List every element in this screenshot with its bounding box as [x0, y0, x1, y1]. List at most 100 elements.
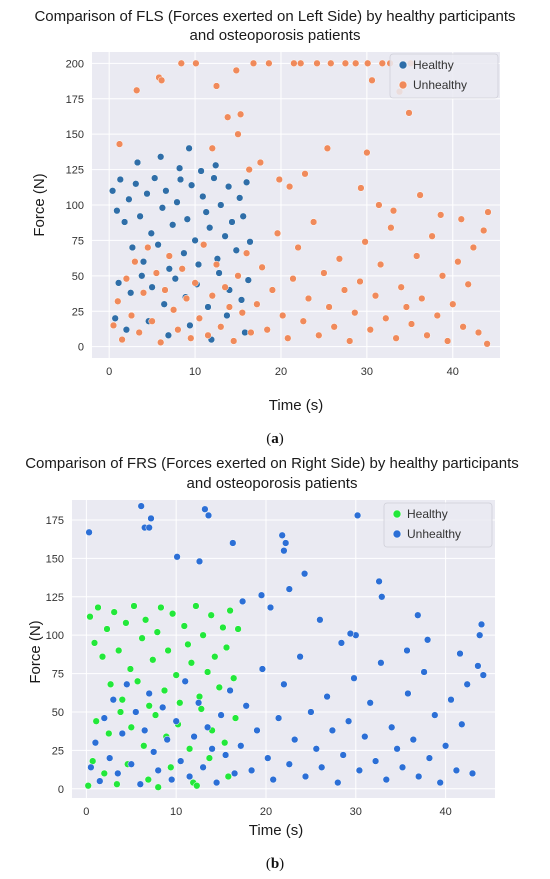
point-unhealthy — [157, 76, 166, 84]
point-unhealthy — [315, 331, 323, 339]
point-unhealthy — [449, 300, 457, 308]
point-unhealthy — [258, 263, 266, 271]
point-unhealthy — [87, 763, 95, 771]
point-healthy — [207, 611, 215, 619]
point-unhealthy — [323, 144, 332, 152]
point-unhealthy — [269, 775, 277, 784]
point-unhealthy — [404, 689, 412, 698]
point-healthy — [215, 683, 223, 692]
point-unhealthy — [474, 328, 483, 337]
x-tick-label: 20 — [260, 806, 272, 818]
point-unhealthy — [141, 726, 149, 735]
point-unhealthy — [335, 255, 344, 263]
point-unhealthy — [382, 775, 390, 784]
point-unhealthy — [469, 243, 478, 252]
point-healthy — [186, 321, 194, 330]
point-healthy — [242, 178, 251, 186]
point-unhealthy — [127, 760, 135, 768]
point-unhealthy — [297, 59, 305, 67]
point-unhealthy — [371, 757, 380, 765]
point-unhealthy — [253, 726, 261, 735]
point-unhealthy — [249, 59, 258, 67]
point-unhealthy — [278, 531, 286, 539]
point-healthy — [237, 296, 246, 304]
chart-b-legend-marker-healthy — [392, 509, 402, 519]
point-unhealthy — [131, 258, 139, 266]
point-healthy — [116, 708, 125, 716]
x-tick-label: 10 — [189, 366, 201, 378]
point-unhealthy — [91, 739, 100, 747]
point-unhealthy — [484, 208, 492, 216]
point-healthy — [176, 175, 185, 184]
point-unhealthy — [375, 577, 383, 586]
point-unhealthy — [238, 309, 246, 317]
point-unhealthy — [289, 275, 297, 283]
point-unhealthy — [323, 692, 331, 701]
point-healthy — [154, 783, 162, 791]
point-unhealthy — [353, 511, 362, 520]
point-healthy — [223, 311, 231, 320]
point-unhealthy — [407, 320, 416, 328]
point-healthy — [175, 164, 184, 172]
point-unhealthy — [476, 631, 484, 639]
point-unhealthy — [234, 272, 242, 280]
point-healthy — [230, 674, 238, 682]
point-healthy — [151, 174, 159, 182]
point-unhealthy — [438, 272, 447, 280]
point-unhealthy — [307, 708, 315, 716]
point-healthy — [126, 665, 135, 673]
point-healthy — [219, 623, 227, 632]
point-unhealthy — [414, 611, 422, 619]
point-unhealthy — [325, 303, 333, 311]
point-unhealthy — [118, 335, 126, 344]
x-tick-label: 30 — [350, 806, 362, 818]
point-unhealthy — [425, 754, 434, 762]
point-unhealthy — [133, 86, 141, 94]
point-unhealthy — [282, 539, 290, 547]
point-unhealthy — [330, 323, 338, 331]
point-unhealthy — [135, 328, 143, 337]
point-healthy — [176, 699, 184, 707]
point-healthy — [185, 144, 193, 152]
point-unhealthy — [415, 772, 423, 781]
point-unhealthy — [114, 297, 122, 305]
point-unhealthy — [238, 597, 247, 606]
point-unhealthy — [247, 328, 255, 337]
point-unhealthy — [327, 59, 335, 67]
chart-b-legend-label-unhealthy: Unhealthy — [407, 527, 461, 541]
point-unhealthy — [132, 708, 140, 716]
x-tick-label: 0 — [83, 806, 89, 818]
point-healthy — [197, 167, 205, 175]
point-unhealthy — [265, 59, 273, 67]
point-unhealthy — [339, 751, 347, 759]
y-tick-label: 125 — [46, 592, 64, 604]
chart-b-ticks: 0 10 20 30 40 0 25 50 75 100 125 150 175 — [46, 515, 452, 818]
x-tick-label: 30 — [361, 366, 373, 378]
point-healthy — [114, 279, 123, 287]
point-healthy — [228, 218, 236, 226]
point-unhealthy — [258, 665, 267, 673]
point-unhealthy — [463, 680, 471, 688]
point-healthy — [167, 763, 175, 771]
chart-b-x-axis-label: Time (s) — [249, 822, 303, 839]
point-unhealthy — [273, 229, 282, 237]
point-unhealthy — [479, 671, 487, 679]
point-unhealthy — [208, 745, 216, 753]
y-tick-label: 150 — [46, 553, 64, 565]
point-healthy — [224, 182, 233, 191]
point-unhealthy — [304, 294, 313, 303]
point-healthy — [133, 158, 142, 167]
point-unhealthy — [393, 745, 401, 753]
point-unhealthy — [178, 265, 186, 273]
point-unhealthy — [217, 323, 225, 331]
point-unhealthy — [375, 201, 383, 209]
chart-a-caption-letter: a — [271, 431, 279, 447]
point-unhealthy — [245, 165, 253, 174]
point-healthy — [192, 602, 200, 610]
x-tick-label: 0 — [106, 366, 112, 378]
point-healthy — [154, 241, 162, 249]
point-unhealthy — [312, 745, 320, 753]
y-tick-label: 175 — [46, 515, 64, 527]
point-healthy — [122, 619, 130, 627]
point-unhealthy — [361, 238, 369, 246]
